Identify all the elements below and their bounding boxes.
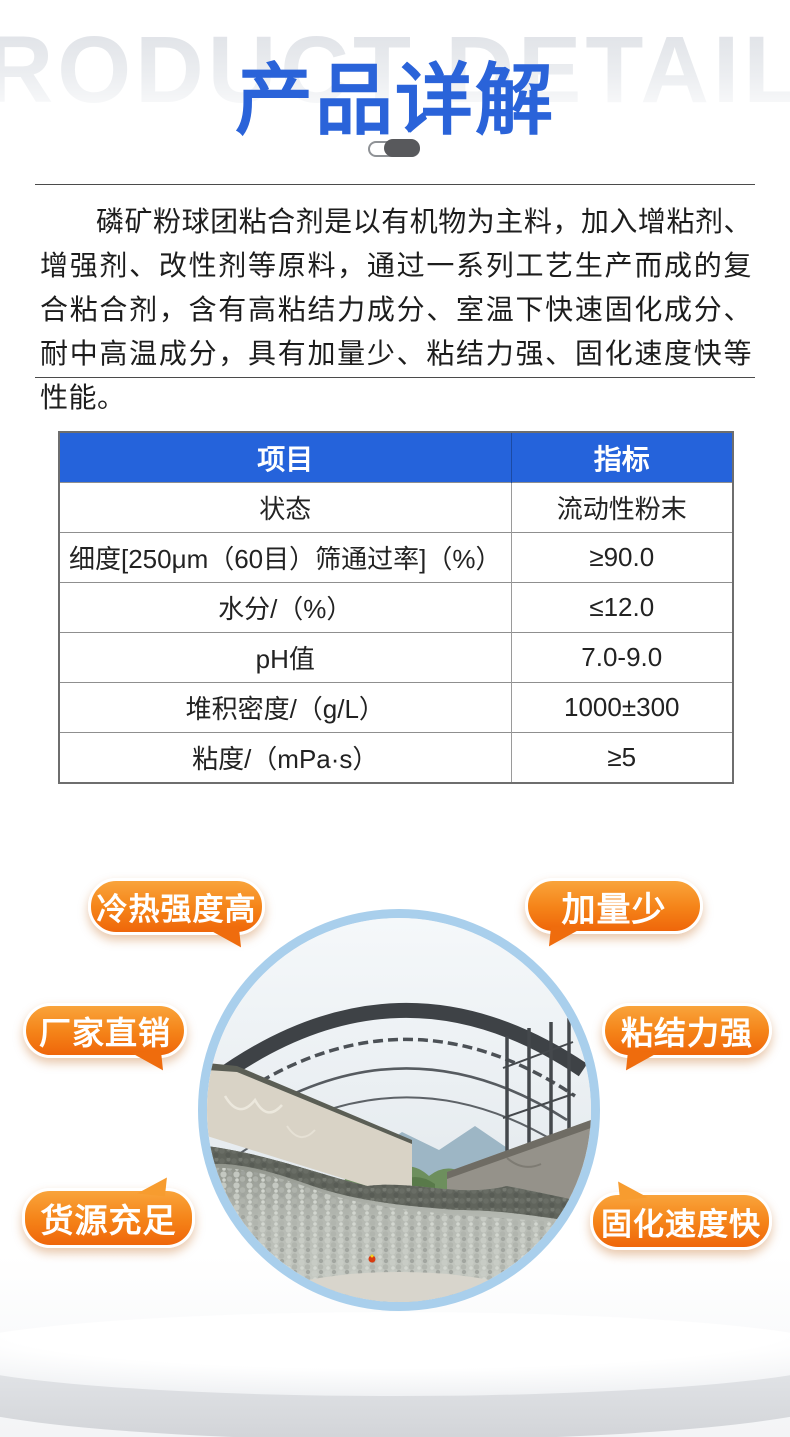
- badge-tail-icon: [548, 925, 582, 950]
- badge-tail-icon: [208, 926, 242, 951]
- spec-value-cell: 流动性粉末: [511, 482, 733, 533]
- intro-paragraph: 磷矿粉球团粘合剂是以有机物为主料，加入增粘剂、增强剂、改性剂等原料，通过一系列工…: [40, 206, 752, 413]
- spec-value-cell: ≥90.0: [511, 532, 733, 583]
- badge-tail-icon: [137, 1174, 167, 1197]
- feature-badge-label: 厂家直销: [38, 1014, 171, 1051]
- divider-line: [35, 184, 755, 185]
- spec-value-cell: ≤12.0: [511, 582, 733, 633]
- badge-tail-icon: [618, 1178, 648, 1201]
- spec-item-cell: 状态: [59, 482, 512, 533]
- spec-value-cell: ≥5: [511, 732, 733, 783]
- feature-badge: 冷热强度高: [88, 878, 265, 951]
- table-row: 堆积密度/（g/L） 1000±300: [59, 682, 733, 733]
- table-row: 细度[250μm（60目）筛通过率]（%） ≥90.0: [59, 532, 733, 583]
- spec-table: 项目 指标 状态 流动性粉末 细度[250μm（60目）筛通过率]（%） ≥90…: [58, 431, 734, 784]
- spec-value-cell: 7.0-9.0: [511, 632, 733, 683]
- pedestal-top-surface: [0, 1312, 790, 1396]
- spec-value-cell: 1000±300: [511, 682, 733, 733]
- divider-line: [35, 377, 755, 378]
- table-row: 状态 流动性粉末: [59, 482, 733, 533]
- toggle-icon: [368, 139, 420, 157]
- spec-table-header-value: 指标: [511, 432, 733, 483]
- badge-tail-icon: [130, 1049, 164, 1074]
- badge-tail-icon: [625, 1049, 659, 1074]
- table-row: 粘度/（mPa·s） ≥5: [59, 732, 733, 783]
- red-speck: [368, 1255, 376, 1263]
- spec-item-cell: 水分/（%）: [59, 582, 512, 633]
- feature-badge: 货源充足: [22, 1174, 195, 1248]
- feature-badge: 加量少: [525, 878, 703, 950]
- yellow-speck: [370, 1254, 374, 1258]
- pedestal-base: [0, 1312, 790, 1437]
- feature-badge-label: 粘结力强: [620, 1014, 753, 1051]
- table-row: 水分/（%） ≤12.0: [59, 582, 733, 633]
- feature-badge-label: 加量少: [561, 890, 667, 929]
- spec-item-cell: 细度[250μm（60目）筛通过率]（%）: [59, 532, 512, 583]
- feature-badge: 固化速度快: [590, 1178, 772, 1250]
- spec-item-cell: pH值: [59, 632, 512, 683]
- left-wall: [207, 1063, 412, 1200]
- page-title: 产品详解: [234, 56, 555, 144]
- feature-badge-label: 固化速度快: [601, 1206, 761, 1242]
- product-photo-circle: [198, 909, 600, 1311]
- pellet-warehouse-illustration: [207, 918, 591, 1302]
- spec-table-header-item: 项目: [59, 432, 512, 483]
- pellet-pile: [207, 1146, 591, 1302]
- feature-badge-label: 货源充足: [40, 1202, 177, 1239]
- table-row: pH值 7.0-9.0: [59, 632, 733, 683]
- spec-item-cell: 粘度/（mPa·s）: [59, 732, 512, 783]
- feature-badge: 厂家直销: [23, 1003, 187, 1074]
- toggle-knob: [384, 139, 420, 157]
- spec-item-cell: 堆积密度/（g/L）: [59, 682, 512, 733]
- table-header-row: 项目 指标: [59, 432, 733, 483]
- watermark-text: PRODUCT DETAILS: [0, 16, 790, 125]
- feature-badge-label: 冷热强度高: [96, 892, 257, 927]
- feature-badge: 粘结力强: [602, 1003, 772, 1074]
